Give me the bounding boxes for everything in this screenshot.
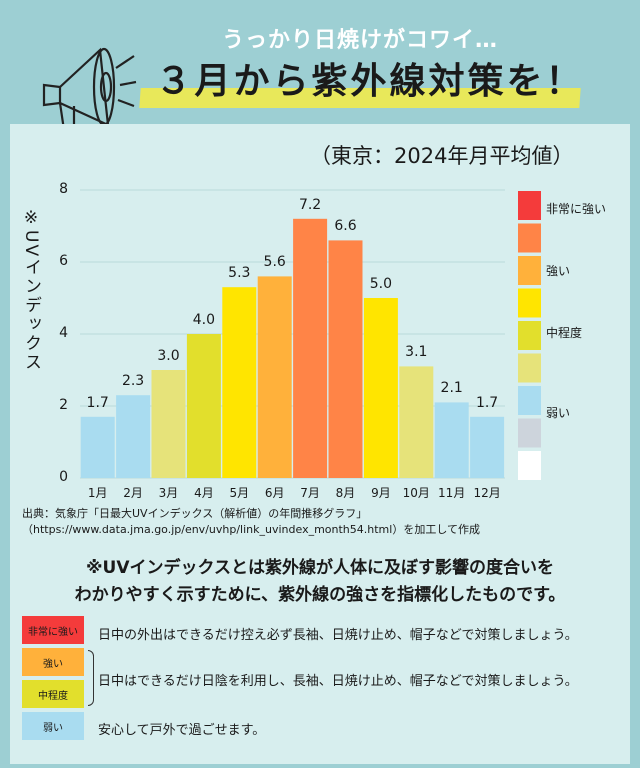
value-label: 4.0 <box>192 312 216 328</box>
bar-1月 <box>80 416 115 478</box>
value-label: 1.7 <box>86 394 109 411</box>
x-tick-label: 11月 <box>438 486 466 500</box>
source-line-1: 出典：気象庁「日最大UVインデックス（解析値）の年間推移グラフ」 <box>22 507 368 520</box>
advice-very-strong: 日中の外出はできるだけ控え必ず長袖、日焼け止め、帽子などで対策しましょう。 <box>98 628 578 643</box>
bar-10月 <box>399 366 434 478</box>
explanation: ※UVインデックスとは紫外線が人体に及ぼす影響の度合いを わかりやすく示すために… <box>0 555 640 609</box>
legend-label: 弱い <box>546 406 571 420</box>
value-label: 3.1 <box>405 344 428 361</box>
bar-5月 <box>222 287 257 478</box>
advice-strong-moderate: 日中はできるだけ日陰を利用し、長袖、日焼け止め、帽子などで対策しましょう。 <box>98 674 578 689</box>
value-label: 1.7 <box>475 394 499 411</box>
legend-label: 非常に強い <box>546 202 607 216</box>
value-label: 5.3 <box>228 265 251 282</box>
chart-title: （東京：2024年月平均値） <box>310 144 574 168</box>
value-label: 7.2 <box>298 196 322 213</box>
value-label: 5.6 <box>263 254 286 271</box>
bracket <box>88 650 94 706</box>
x-tick-label: 4月 <box>194 486 214 500</box>
legend-swatch <box>518 256 541 285</box>
y-axis-label: ※UVインデックス <box>21 208 41 373</box>
x-tick-label: 6月 <box>264 486 285 500</box>
uv-bar-chart <box>80 189 541 480</box>
x-tick-label: 10月 <box>402 486 430 500</box>
y-tick-label: 2 <box>59 397 68 413</box>
level-moderate: 中程度 <box>22 680 84 708</box>
explanation-line-2: わかりやすく示すために、紫外線の強さを指標化したものです。 <box>74 585 566 605</box>
explanation-line-1: ※UVインデックスとは紫外線が人体に及ぼす影響の度合いを <box>86 558 554 578</box>
level-very-strong: 非常に強い <box>22 616 84 644</box>
bar-8月 <box>328 240 363 478</box>
legend-swatch <box>518 353 541 383</box>
legend-swatch <box>518 451 541 480</box>
level-weak: 弱い <box>22 712 84 740</box>
source-line-2: （https://www.data.jma.go.jp/env/uvhp/lin… <box>22 523 480 536</box>
x-tick-label: 2月 <box>123 486 143 500</box>
legend-swatch <box>518 321 541 350</box>
legend-label: 強い <box>546 264 571 278</box>
bar-12月 <box>470 416 505 478</box>
legend-swatch <box>518 386 541 415</box>
bar-9月 <box>363 298 398 478</box>
x-tick-label: 12月 <box>473 486 501 500</box>
y-tick-label: 4 <box>59 325 68 341</box>
legend-swatch <box>518 223 541 253</box>
value-label: 3.0 <box>157 348 180 364</box>
y-tick-label: 8 <box>59 181 68 197</box>
source-note: 出典：気象庁「日最大UVインデックス（解析値）の年間推移グラフ」 （https:… <box>22 506 480 538</box>
subtitle: うっかり日焼けがコワイ… <box>221 28 498 53</box>
bar-4月 <box>186 334 221 478</box>
value-label: 5.0 <box>369 276 393 292</box>
bar-7月 <box>293 218 328 479</box>
bar-11月 <box>434 402 469 478</box>
bar-2月 <box>116 395 151 478</box>
value-label: 2.3 <box>121 373 145 390</box>
y-tick-label: 6 <box>59 253 68 269</box>
legend-label: 中程度 <box>546 326 583 340</box>
legend-swatch <box>518 191 541 220</box>
x-tick-label: 1月 <box>87 486 108 500</box>
y-tick-label: 0 <box>59 469 68 485</box>
value-label: 2.1 <box>440 380 463 397</box>
x-tick-label: 7月 <box>300 486 320 500</box>
bar-6月 <box>257 276 292 478</box>
legend-swatch <box>518 288 541 318</box>
level-strong: 強い <box>22 648 84 676</box>
x-tick-label: 9月 <box>371 486 391 500</box>
legend-swatch <box>518 418 541 448</box>
x-tick-label: 5月 <box>229 486 250 500</box>
bar-3月 <box>151 370 186 478</box>
page-title: ３月から紫外線対策を！ <box>155 61 585 102</box>
x-tick-label: 3月 <box>158 486 179 500</box>
value-label: 6.6 <box>334 218 357 235</box>
x-tick-label: 8月 <box>335 486 356 500</box>
advice-weak: 安心して戸外で過ごせます。 <box>98 723 266 738</box>
